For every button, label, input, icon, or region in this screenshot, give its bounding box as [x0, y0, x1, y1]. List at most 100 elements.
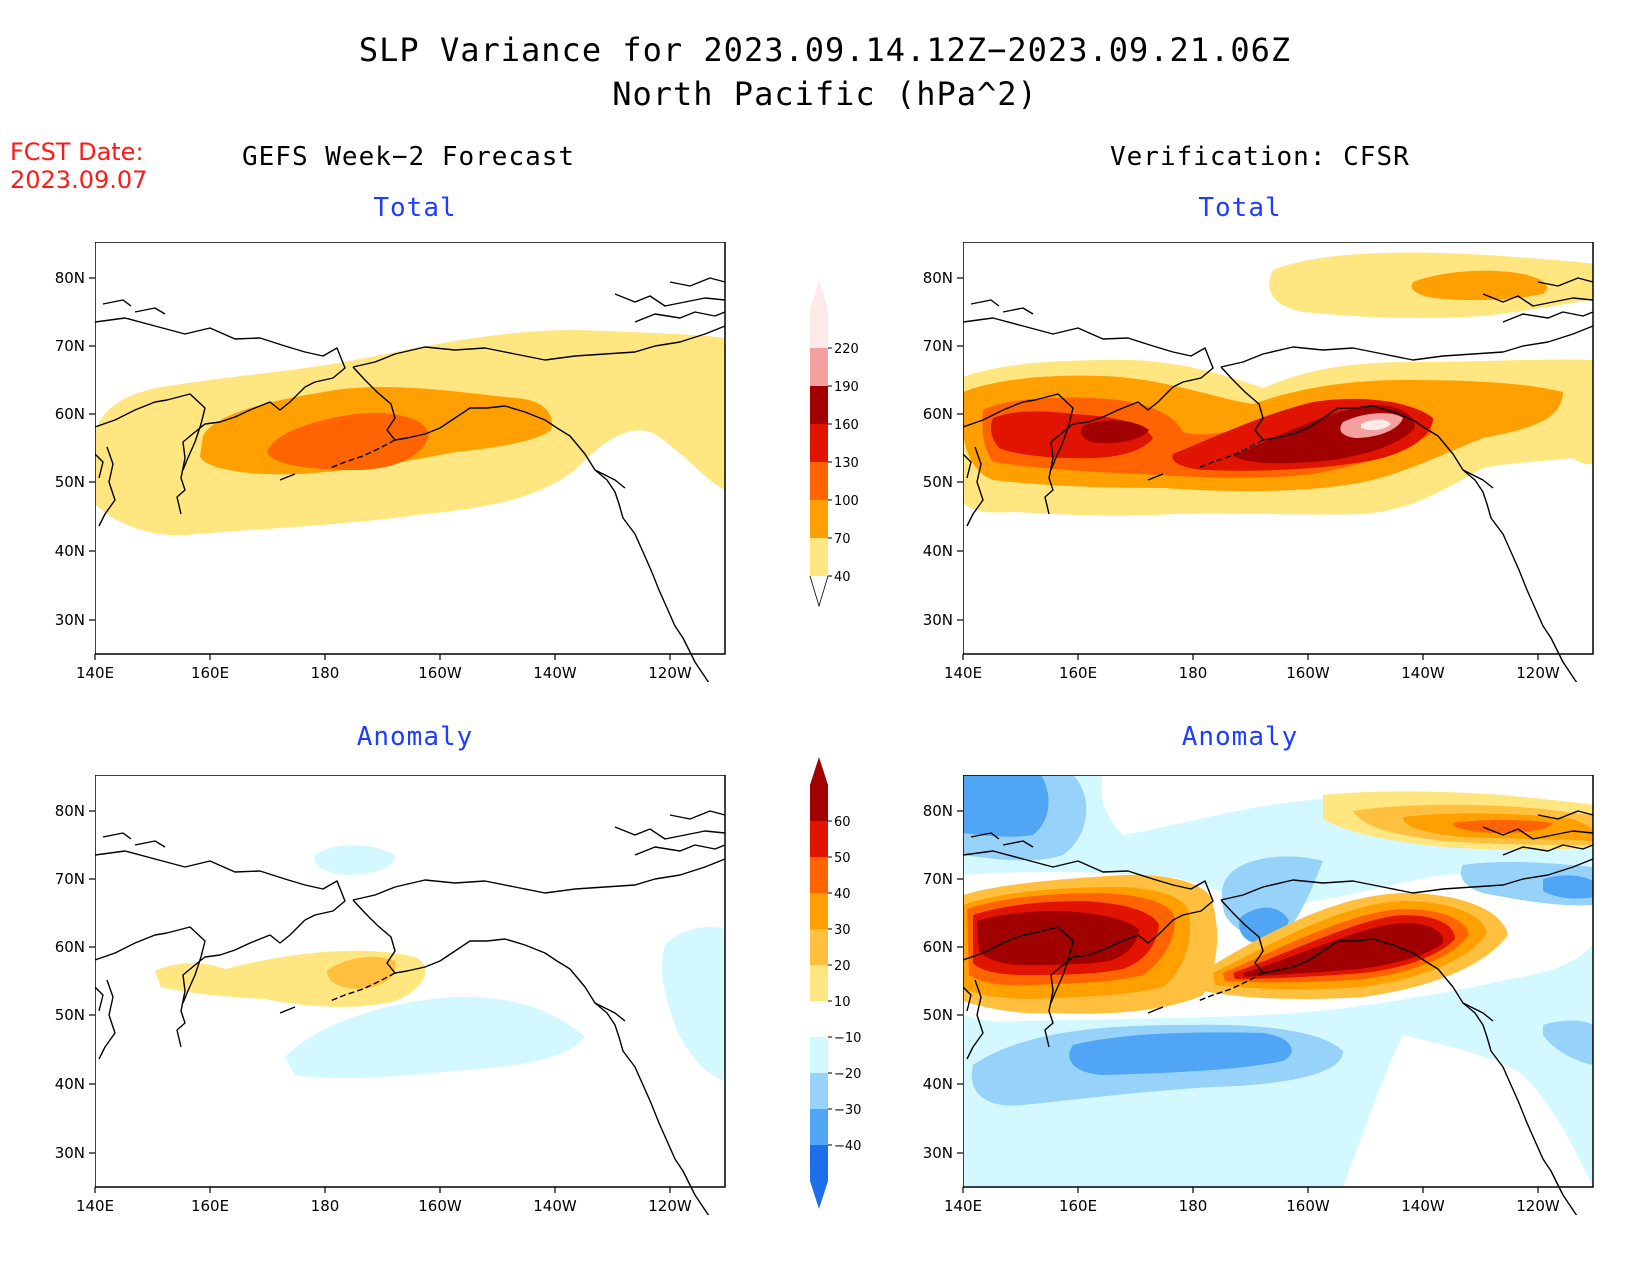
lat-tick-label-forecast-total: 50N	[55, 473, 85, 491]
lon-tick-label-forecast-anomaly: 160E	[191, 1197, 229, 1215]
colorbar-bottom-arrow	[809, 575, 829, 608]
map-forecast-anomaly	[95, 775, 726, 1215]
colorbar-label: 20	[834, 959, 851, 974]
colorbar-label: 10	[834, 995, 851, 1010]
colorbar-swatch	[810, 310, 828, 348]
colorbar-label: 60	[834, 815, 851, 830]
figure-title-line2: North Pacific (hPa^2)	[612, 75, 1038, 113]
colorbar-swatch	[810, 857, 828, 893]
lat-tick-label-forecast-anomaly: 30N	[55, 1144, 85, 1162]
colorbar-swatch	[810, 462, 828, 500]
colorbar-label: 40	[834, 570, 851, 585]
lon-tick-label-forecast-total: 140W	[533, 664, 577, 682]
lon-tick-label-forecast-total: 160W	[418, 664, 462, 682]
colorbar-label: −30	[834, 1103, 861, 1118]
colorbar-swatch	[810, 965, 828, 1001]
colorbar-label: 40	[834, 887, 851, 902]
colorbar-swatch	[810, 348, 828, 386]
map-forecast-total	[95, 242, 726, 682]
lon-tick-label-forecast-anomaly: 160W	[418, 1197, 462, 1215]
lon-tick-label-forecast-anomaly: 140W	[533, 1197, 577, 1215]
colorbar-swatch	[810, 929, 828, 965]
lat-tick-label-forecast-total: 30N	[55, 611, 85, 629]
colorbar-swatch	[810, 893, 828, 929]
lon-tick-label-verification-total: 180	[1179, 664, 1208, 682]
lon-tick-label-forecast-anomaly: 180	[311, 1197, 340, 1215]
forecast-date-value: 2023.09.07	[10, 166, 148, 194]
colorbar-label: −40	[834, 1139, 861, 1154]
lat-tick-label-verification-anomaly: 50N	[923, 1006, 953, 1024]
panel-title-verification-anomaly: Anomaly	[1181, 722, 1299, 752]
colorbar-swatch	[810, 1109, 828, 1145]
colorbar-label: −20	[834, 1067, 861, 1082]
lon-tick-label-verification-anomaly: 160W	[1286, 1197, 1330, 1215]
forecast-date-label: FCST Date:	[10, 138, 144, 166]
colorbar-swatch	[810, 785, 828, 821]
lat-tick-label-forecast-total: 60N	[55, 405, 85, 423]
lon-tick-label-verification-total: 140E	[944, 664, 982, 682]
lat-tick-label-forecast-anomaly: 80N	[55, 802, 85, 820]
colorbar-swatch	[810, 424, 828, 462]
lat-tick-label-forecast-total: 70N	[55, 337, 85, 355]
colorbar-anomaly: 60 50 40 30 20 10 −10 −20 −30 −40	[810, 757, 861, 1209]
colorbar-swatch	[810, 1001, 828, 1037]
colorbar-swatch	[810, 821, 828, 857]
lat-tick-label-verification-anomaly: 30N	[923, 1144, 953, 1162]
colorbar-total: 220 190 160 130 100 70 40	[809, 280, 859, 608]
lat-tick-label-verification-total: 80N	[923, 269, 953, 287]
colorbar-swatch	[810, 538, 828, 576]
colorbar-label: −10	[834, 1031, 861, 1046]
lat-tick-label-forecast-total: 40N	[55, 542, 85, 560]
colorbar-label: 50	[834, 851, 851, 866]
lon-tick-label-forecast-total: 160E	[191, 664, 229, 682]
left-column-title: GEFS Week−2 Forecast	[242, 142, 576, 172]
colorbar-swatch	[810, 1037, 828, 1073]
lon-tick-label-verification-total: 120W	[1516, 664, 1560, 682]
colorbar-label: 130	[834, 456, 859, 471]
lat-tick-label-forecast-anomaly: 50N	[55, 1006, 85, 1024]
figure-title: SLP Variance for 2023.09.14.12Z−2023.09.…	[0, 28, 1650, 116]
anomaly-field-forecast	[155, 845, 725, 1081]
lat-tick-label-forecast-anomaly: 70N	[55, 870, 85, 888]
colorbar-swatch	[810, 386, 828, 424]
colorbar-label: 190	[834, 380, 859, 395]
colorbar-bottom-arrow	[810, 1181, 828, 1209]
right-column-title: Verification: CFSR	[1110, 142, 1410, 172]
colorbar-label: 160	[834, 418, 859, 433]
lon-tick-label-verification-total: 160W	[1286, 664, 1330, 682]
map-verification-total	[963, 242, 1594, 682]
lon-tick-label-forecast-total: 140E	[76, 664, 114, 682]
colorbar-label: 30	[834, 923, 851, 938]
colorbar-label: 70	[834, 532, 851, 547]
lon-tick-label-verification-total: 160E	[1059, 664, 1097, 682]
panel-title-verification-total: Total	[1198, 193, 1282, 223]
lon-tick-label-verification-anomaly: 140E	[944, 1197, 982, 1215]
lat-tick-label-verification-anomaly: 80N	[923, 802, 953, 820]
lat-tick-label-verification-anomaly: 70N	[923, 870, 953, 888]
lon-tick-label-verification-anomaly: 140W	[1401, 1197, 1445, 1215]
panel-title-forecast-total: Total	[373, 193, 457, 223]
forecast-date-note: FCST Date: 2023.09.07	[10, 138, 147, 194]
lon-tick-label-forecast-total: 180	[311, 664, 340, 682]
lon-tick-label-verification-anomaly: 180	[1179, 1197, 1208, 1215]
colorbar-label: 220	[834, 342, 859, 357]
lat-tick-label-forecast-anomaly: 60N	[55, 938, 85, 956]
colorbar-swatch	[810, 1145, 828, 1181]
colorbar-top-arrow	[810, 757, 828, 785]
lat-tick-label-forecast-total: 80N	[55, 269, 85, 287]
lon-tick-label-forecast-total: 120W	[648, 664, 692, 682]
lat-tick-label-verification-total: 30N	[923, 611, 953, 629]
colorbar-top-arrow	[810, 280, 828, 310]
lat-tick-label-verification-total: 70N	[923, 337, 953, 355]
lon-tick-label-verification-anomaly: 120W	[1516, 1197, 1560, 1215]
colorbar-swatch	[810, 1073, 828, 1109]
colorbar-label: 100	[834, 494, 859, 509]
lat-tick-label-verification-anomaly: 60N	[923, 938, 953, 956]
lon-tick-label-forecast-anomaly: 140E	[76, 1197, 114, 1215]
lat-tick-label-forecast-anomaly: 40N	[55, 1075, 85, 1093]
figure-title-line1: SLP Variance for 2023.09.14.12Z−2023.09.…	[358, 31, 1292, 69]
lon-tick-label-verification-anomaly: 160E	[1059, 1197, 1097, 1215]
lat-tick-label-verification-total: 60N	[923, 405, 953, 423]
lat-tick-label-verification-total: 40N	[923, 542, 953, 560]
